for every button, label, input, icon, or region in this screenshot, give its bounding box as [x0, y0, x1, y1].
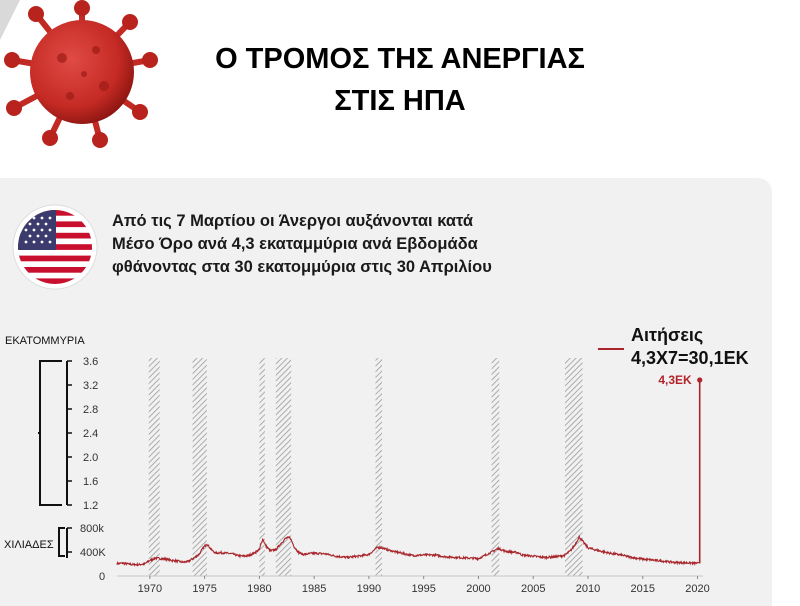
upper-axis-bracket	[38, 360, 62, 506]
page-title: Ο ΤΡΟΜΟΣ ΤΗΣ ΑΝΕΡΓΙΑΣ ΣΤΙΣ ΗΠΑ	[130, 38, 670, 122]
chart-subtitle: Από τις 7 Μαρτίου οι Άνεργοι αυξάνονται …	[112, 210, 582, 279]
subtitle-line-3: φθάνοντας στα 30 εκατομμύρια στις 30 Απρ…	[112, 258, 492, 276]
chart-panel	[0, 178, 772, 606]
upper-tick-label-0: 3.6	[83, 356, 98, 368]
x-tick-label-8: 2010	[576, 583, 600, 595]
x-tick-label-4: 1990	[357, 583, 381, 595]
upper-tick-label-2: 2.8	[83, 404, 98, 416]
legend-line-2: 4,3Χ7=30,1ΕΚ	[631, 348, 749, 368]
x-tick-label-3: 1985	[302, 583, 326, 595]
recession-band-1	[192, 358, 207, 576]
us-flag-icon	[12, 204, 98, 290]
subtitle-line-2: Μέσο Όρο ανά 4,3 εκαταμμύρια ανά Εβδομάδ…	[112, 235, 478, 253]
x-tick-label-9: 2015	[631, 583, 655, 595]
x-tick-label-5: 1995	[411, 583, 435, 595]
x-tick-label-7: 2005	[521, 583, 545, 595]
x-tick-label-2: 1980	[247, 583, 271, 595]
x-tick-label-1: 1975	[192, 583, 216, 595]
lower-axis-unit-label: ΧΙΛΙΑΔΕΣ	[4, 539, 54, 551]
x-tick-label-10: 2020	[685, 583, 709, 595]
legend-line-1: Αιτήσεις	[631, 325, 704, 345]
lower-tick-label-0: 800k	[80, 523, 104, 535]
x-tick-label-6: 2000	[466, 583, 490, 595]
legend-swatch	[598, 348, 624, 350]
title-line-2: ΣΤΙΣ ΗΠΑ	[334, 85, 466, 117]
series-end-point	[697, 377, 703, 383]
upper-tick-label-5: 1.6	[83, 476, 98, 488]
upper-tick-label-6: 1.2	[83, 500, 98, 512]
title-line-1: Ο ΤΡΟΜΟΣ ΤΗΣ ΑΝΕΡΓΙΑΣ	[215, 43, 585, 75]
recession-band-4	[375, 358, 383, 576]
lower-axis-bracket	[58, 527, 65, 557]
upper-tick-label-3: 2.4	[83, 428, 98, 440]
series-line-claims	[116, 534, 700, 567]
upper-tick-label-4: 2.0	[83, 452, 98, 464]
upper-tick-label-1: 3.2	[83, 380, 98, 392]
lower-tick-label-2: 0	[99, 571, 105, 583]
lower-tick-label-1: 400K	[80, 547, 106, 559]
annotation-label-0: 4,3ΕΚ	[658, 373, 692, 387]
recession-band-0	[148, 358, 160, 576]
coronavirus-icon	[0, 0, 158, 148]
recession-band-3	[275, 358, 292, 576]
recession-band-6	[564, 358, 583, 576]
recession-band-5	[491, 358, 500, 576]
recession-band-2	[259, 358, 265, 576]
subtitle-line-1: Από τις 7 Μαρτίου οι Άνεργοι αυξάνονται …	[112, 212, 474, 230]
x-tick-label-0: 1970	[138, 583, 162, 595]
upper-axis-unit-label: ΕΚΑΤΟΜΜΥΡΙΑ	[5, 335, 85, 347]
legend-label: Αιτήσεις 4,3Χ7=30,1ΕΚ	[631, 324, 749, 370]
